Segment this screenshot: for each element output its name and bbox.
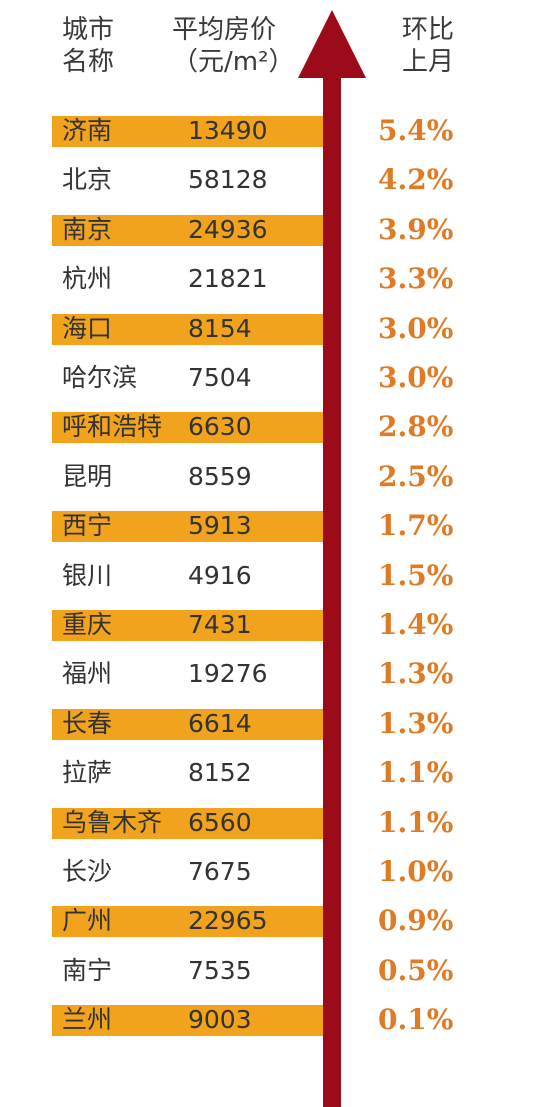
table-row: 南京 24936 3.9% xyxy=(0,210,550,250)
table-row: 长沙 7675 1.0% xyxy=(0,852,550,892)
city-name: 昆明 xyxy=(62,461,113,491)
city-name: 兰州 xyxy=(62,1005,113,1035)
average-price: 8559 xyxy=(188,461,252,491)
table-row: 银川 4916 1.5% xyxy=(0,556,550,596)
average-price: 19276 xyxy=(188,659,268,689)
month-change-percent: 3.3% xyxy=(378,262,454,296)
city-name: 济南 xyxy=(62,116,113,145)
city-name: 南京 xyxy=(62,214,113,244)
month-change-percent: 3.9% xyxy=(378,212,454,246)
average-price: 13490 xyxy=(188,116,268,145)
average-price: 7504 xyxy=(188,363,252,392)
header-change-line1: 环比 xyxy=(402,15,455,45)
month-change-percent: 1.5% xyxy=(378,558,454,592)
arrow-head xyxy=(298,10,366,78)
header-city-line2: 名称 xyxy=(62,47,115,77)
table-row: 呼和浩特 6630 2.8% xyxy=(0,407,550,447)
row-highlight-band xyxy=(52,511,324,543)
city-name: 呼和浩特 xyxy=(62,412,163,442)
header-change-line2: 上月 xyxy=(402,47,455,77)
city-name: 长沙 xyxy=(62,857,113,886)
table-row: 乌鲁木齐 6560 1.1% xyxy=(0,803,550,843)
table-row: 西宁 5913 1.7% xyxy=(0,506,550,546)
average-price: 7535 xyxy=(188,955,252,985)
city-name: 广州 xyxy=(62,906,113,936)
city-name: 乌鲁木齐 xyxy=(62,807,163,837)
arrow-shaft xyxy=(323,74,341,1107)
table-row: 重庆 7431 1.4% xyxy=(0,605,550,645)
average-price: 7431 xyxy=(188,610,252,639)
table-row: 广州 22965 0.9% xyxy=(0,901,550,941)
table-row: 哈尔滨 7504 3.0% xyxy=(0,358,550,398)
table-row: 济南 13490 5.4% xyxy=(0,111,550,151)
table-row: 兰州 9003 0.1% xyxy=(0,1000,550,1040)
month-change-percent: 1.1% xyxy=(378,756,454,790)
average-price: 6560 xyxy=(188,807,252,837)
header-average-price: 平均房价 （元/m²） xyxy=(172,14,295,78)
average-price: 5913 xyxy=(188,511,252,541)
table-row: 海口 8154 3.0% xyxy=(0,309,550,349)
month-change-percent: 1.3% xyxy=(378,706,454,740)
month-change-percent: 3.0% xyxy=(378,311,454,345)
average-price: 22965 xyxy=(188,906,268,936)
month-change-percent: 1.4% xyxy=(378,608,454,641)
row-highlight-band xyxy=(52,412,324,444)
city-name: 杭州 xyxy=(62,264,113,294)
city-name: 银川 xyxy=(62,560,113,590)
up-arrow-icon xyxy=(298,10,366,1107)
header-price-line1: 平均房价 xyxy=(172,15,277,45)
table-row: 福州 19276 1.3% xyxy=(0,654,550,694)
month-change-percent: 0.1% xyxy=(378,1003,454,1037)
table-row: 昆明 8559 2.5% xyxy=(0,457,550,497)
table-row: 北京 58128 4.2% xyxy=(0,160,550,200)
row-highlight-band xyxy=(52,807,324,839)
average-price: 58128 xyxy=(188,165,268,195)
row-highlight-band xyxy=(52,116,324,147)
average-price: 8154 xyxy=(188,313,252,343)
month-change-percent: 1.3% xyxy=(378,657,454,691)
month-change-percent: 2.5% xyxy=(378,459,454,493)
month-change-percent: 0.9% xyxy=(378,904,454,938)
month-change-percent: 4.2% xyxy=(378,163,454,197)
row-highlight-band xyxy=(52,313,324,345)
city-name: 哈尔滨 xyxy=(62,363,138,392)
city-name: 长春 xyxy=(62,708,113,738)
average-price: 24936 xyxy=(188,214,268,244)
city-name: 拉萨 xyxy=(62,758,113,788)
city-name: 海口 xyxy=(62,313,113,343)
row-highlight-band xyxy=(52,708,324,740)
city-name: 福州 xyxy=(62,659,113,689)
month-change-percent: 1.1% xyxy=(378,805,454,839)
average-price: 6614 xyxy=(188,708,252,738)
month-change-percent: 1.7% xyxy=(378,509,454,543)
city-name: 南宁 xyxy=(62,955,113,985)
average-price: 9003 xyxy=(188,1005,252,1035)
month-change-percent: 2.8% xyxy=(378,410,454,444)
month-change-percent: 3.0% xyxy=(378,361,454,394)
month-change-percent: 0.5% xyxy=(378,953,454,987)
month-change-percent: 5.4% xyxy=(378,114,454,147)
average-price: 6630 xyxy=(188,412,252,442)
table-row: 杭州 21821 3.3% xyxy=(0,259,550,299)
header-price-line2: （元/m²） xyxy=(172,47,295,77)
header-month-change: 环比 上月 xyxy=(402,14,454,78)
table-row: 南宁 7535 0.5% xyxy=(0,951,550,991)
header-city-name: 城市 名称 xyxy=(62,14,114,78)
city-name: 北京 xyxy=(62,165,113,195)
row-highlight-band xyxy=(52,610,324,641)
city-name: 西宁 xyxy=(62,511,113,541)
average-price: 7675 xyxy=(188,857,252,886)
city-name: 重庆 xyxy=(62,610,113,639)
table-row: 长春 6614 1.3% xyxy=(0,704,550,744)
header-city-line1: 城市 xyxy=(62,15,115,45)
row-highlight-band xyxy=(52,1005,324,1037)
average-price: 4916 xyxy=(188,560,252,590)
row-highlight-band xyxy=(52,906,324,938)
row-highlight-band xyxy=(52,214,324,246)
average-price: 8152 xyxy=(188,758,252,788)
average-price: 21821 xyxy=(188,264,268,294)
table-row: 拉萨 8152 1.1% xyxy=(0,753,550,793)
month-change-percent: 1.0% xyxy=(378,855,454,888)
